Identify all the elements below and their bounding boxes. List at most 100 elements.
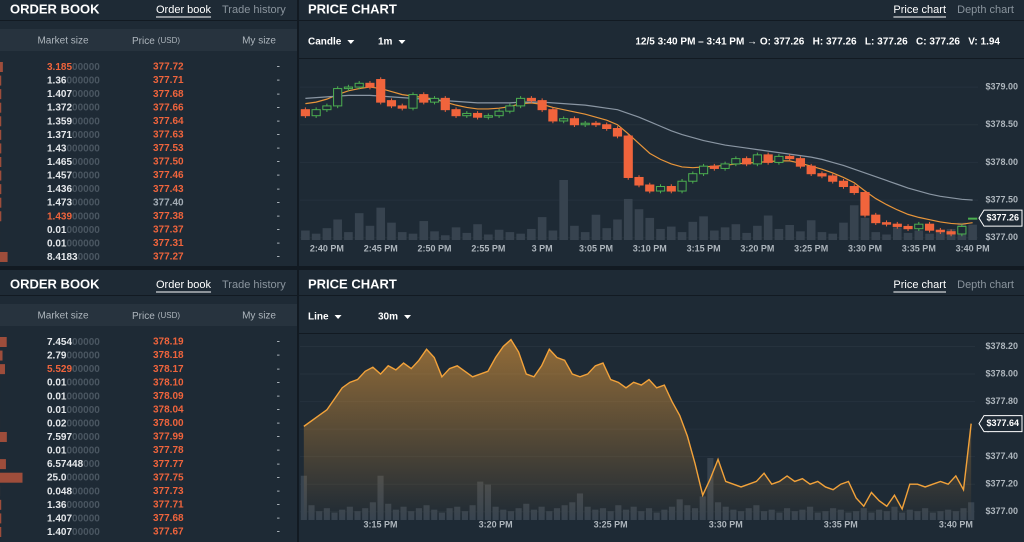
price: 377.31 bbox=[153, 238, 184, 249]
column-unit: (USD) bbox=[158, 36, 181, 45]
size-value: 7.454 bbox=[47, 337, 72, 348]
my-size: - bbox=[277, 238, 280, 249]
tab[interactable]: Price chart bbox=[893, 4, 946, 16]
size-value: 1.407 bbox=[47, 513, 72, 524]
volume-bar bbox=[677, 232, 687, 240]
candle-body bbox=[720, 163, 730, 169]
tab[interactable]: Price chart bbox=[893, 279, 946, 291]
tab[interactable]: Trade history bbox=[222, 4, 286, 16]
tab[interactable]: Trade history bbox=[222, 279, 286, 291]
volume-bar bbox=[882, 234, 891, 240]
last-price-label: $377.64 bbox=[986, 418, 1019, 428]
volume-bar bbox=[785, 225, 794, 240]
my-size: - bbox=[277, 459, 280, 470]
price: 378.18 bbox=[153, 350, 184, 361]
candle-body bbox=[516, 97, 526, 107]
size-value: 1.36 bbox=[47, 75, 67, 86]
divider bbox=[299, 58, 1024, 59]
tab[interactable]: Order book bbox=[156, 279, 212, 291]
size: 7.59700000 bbox=[47, 432, 100, 443]
tab[interactable]: Depth chart bbox=[957, 279, 1014, 291]
y-tick-label: $377.20 bbox=[985, 479, 1018, 489]
candle-body bbox=[623, 135, 633, 178]
dropdown[interactable]: Line bbox=[308, 312, 329, 323]
candle-body bbox=[483, 115, 493, 118]
dropdown[interactable]: Candle bbox=[308, 37, 342, 48]
candle-body bbox=[376, 79, 386, 103]
candle-body bbox=[311, 109, 321, 117]
size-value: 1.457 bbox=[47, 170, 72, 181]
volume-bar bbox=[623, 198, 633, 240]
size-pad: 00000 bbox=[72, 337, 100, 348]
depth-bar bbox=[0, 170, 2, 181]
size: 1.45700000 bbox=[47, 170, 100, 181]
depth-bar bbox=[0, 499, 2, 510]
candle-body bbox=[785, 155, 795, 160]
volume-bar bbox=[602, 228, 612, 240]
size-value: 25.0 bbox=[47, 472, 67, 483]
candle-body bbox=[645, 184, 655, 192]
volume-bar bbox=[473, 224, 482, 240]
size-pad: 00000 bbox=[72, 486, 100, 497]
volume-bar bbox=[559, 180, 568, 240]
candle-body bbox=[849, 186, 859, 194]
x-tick-label: 3:25 PM bbox=[594, 519, 628, 529]
size-value: 0.01 bbox=[47, 238, 67, 249]
size: 0.01000000 bbox=[47, 404, 100, 415]
size-value: 1.372 bbox=[47, 102, 72, 113]
candle-body bbox=[838, 180, 849, 188]
divider bbox=[0, 20, 1024, 21]
volume-bar bbox=[484, 234, 493, 240]
dropdown[interactable]: 30m bbox=[378, 312, 398, 323]
candle-body bbox=[397, 105, 407, 109]
candle-body bbox=[968, 217, 978, 220]
last-price-tag bbox=[978, 415, 1023, 433]
price: 377.71 bbox=[153, 499, 184, 510]
size-pad: 00000 bbox=[72, 197, 100, 208]
volume-bar bbox=[322, 228, 332, 240]
size: 1.40700000 bbox=[47, 527, 100, 538]
candle-body bbox=[602, 124, 612, 130]
price: 377.67 bbox=[153, 527, 184, 538]
price: 377.68 bbox=[153, 513, 184, 524]
divider bbox=[297, 0, 299, 542]
candle-body bbox=[914, 223, 924, 230]
price: 378.17 bbox=[153, 364, 184, 375]
tab[interactable]: Depth chart bbox=[957, 4, 1014, 16]
volume-bar bbox=[387, 222, 396, 240]
my-size: - bbox=[277, 197, 280, 208]
size: 0.04800000 bbox=[47, 486, 100, 497]
size-pad: 00000 bbox=[72, 527, 100, 538]
y-tick-label: $378.20 bbox=[985, 341, 1018, 351]
y-tick-label: $378.50 bbox=[985, 119, 1018, 129]
x-tick-label: 3 PM bbox=[532, 243, 553, 253]
size: 2.79000000 bbox=[47, 350, 100, 361]
size-pad: 000000 bbox=[66, 472, 100, 483]
my-size: - bbox=[277, 350, 280, 361]
size-pad: 00000 bbox=[72, 102, 100, 113]
tab[interactable]: Order book bbox=[156, 4, 212, 16]
candle-body bbox=[322, 105, 332, 111]
size: 6.57448000 bbox=[47, 459, 100, 470]
size-value: 0.01 bbox=[47, 377, 67, 388]
x-tick-label: 3:15 PM bbox=[364, 519, 398, 529]
my-size: - bbox=[277, 445, 280, 456]
size-pad: 00000 bbox=[72, 513, 100, 524]
candle-body bbox=[860, 192, 870, 216]
divider bbox=[0, 295, 1024, 296]
size-pad: 000000 bbox=[66, 350, 100, 361]
depth-bar bbox=[0, 184, 2, 195]
size-pad: 000 bbox=[83, 459, 100, 470]
price: 377.72 bbox=[153, 62, 184, 73]
x-tick-label: 3:20 PM bbox=[740, 243, 774, 253]
my-size: - bbox=[277, 116, 280, 127]
size-pad: 00000 bbox=[72, 364, 100, 375]
size: 7.45400000 bbox=[47, 337, 100, 348]
volume-bar bbox=[397, 232, 407, 240]
size-pad: 00000 bbox=[72, 129, 100, 140]
depth-bar bbox=[0, 102, 2, 113]
y-tick-label: $377.00 bbox=[985, 232, 1018, 242]
dropdown[interactable]: 1m bbox=[378, 37, 393, 48]
candle-body bbox=[559, 118, 569, 122]
